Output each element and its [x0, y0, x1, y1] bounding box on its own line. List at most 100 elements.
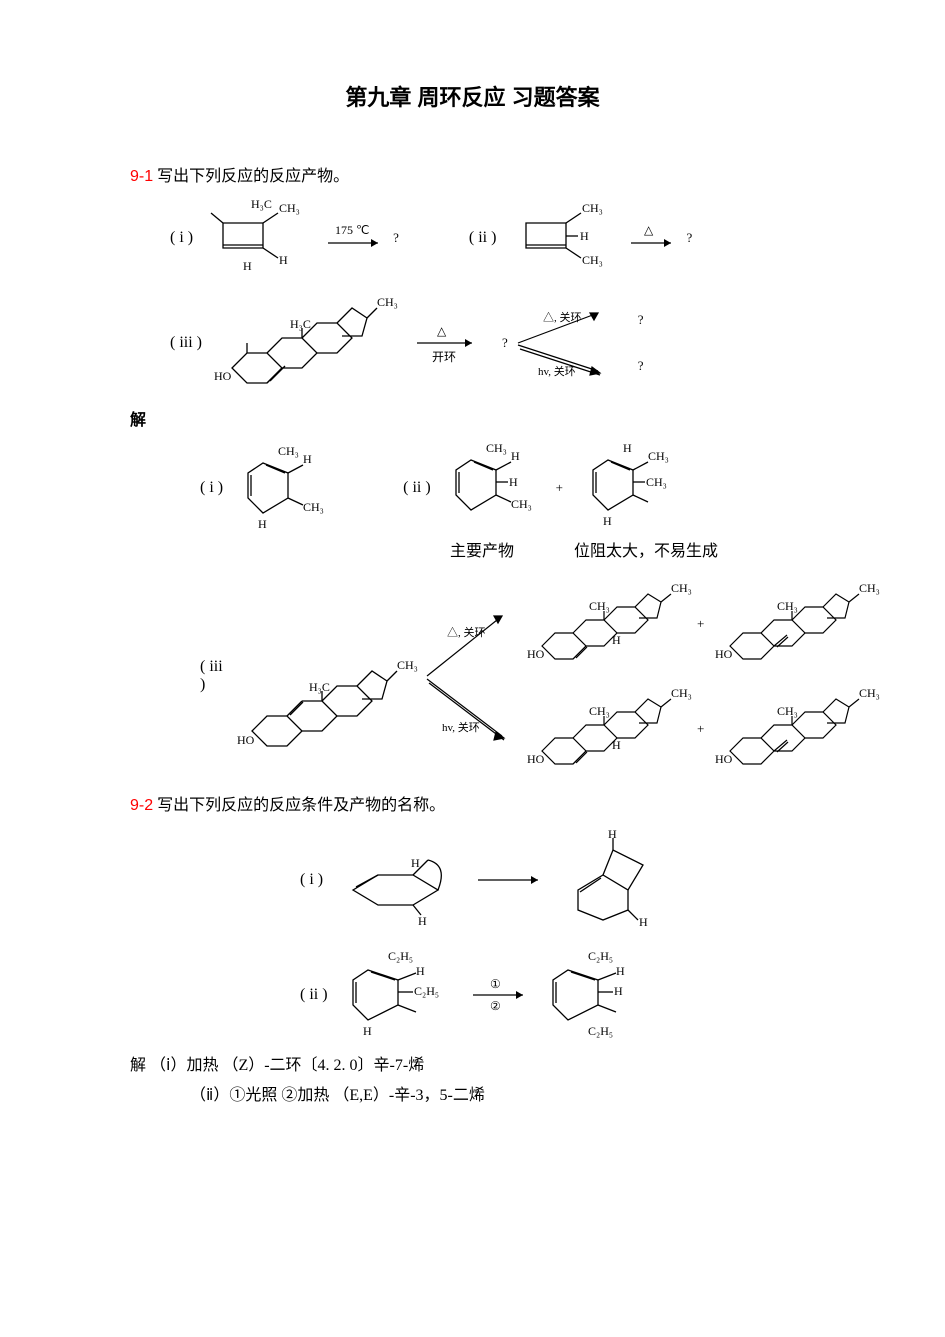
ch3-label: CH₃	[671, 686, 692, 700]
h-label: H	[614, 984, 623, 998]
h3c-label: H₃C	[251, 197, 272, 211]
h-label: H	[511, 449, 520, 463]
ho-label: HO	[715, 647, 733, 661]
ch3-label: CH₃	[589, 599, 610, 613]
q2-ii-reactant: C₂H₅ H C₂H₅ H	[338, 945, 468, 1045]
q1-number: 9-1	[130, 168, 153, 185]
ans1-iii-pathbot: hv, 关环	[442, 720, 480, 734]
q2-ii-step1: ①	[490, 977, 501, 991]
ans1-iii-roman: ( iii )	[200, 658, 227, 694]
q1-ii-arrow: △	[626, 218, 686, 258]
ch3-label: CH₃	[582, 201, 603, 215]
q1-iii-midlabel: 开环	[432, 350, 456, 364]
q1-i-arrow: 175 ℃	[323, 218, 393, 258]
h-label: H	[612, 738, 621, 752]
h-label: H	[258, 517, 267, 531]
q1-row-iii: ( iii ) HO H₃C CH₃ △ 开环 ?	[170, 288, 885, 398]
h-label: H	[639, 915, 648, 929]
ch3-label: CH₃	[278, 444, 299, 458]
ho-label: HO	[715, 752, 733, 766]
h-label: H	[363, 1024, 372, 1038]
ans1-iii-branch: △, 关环 hv, 关环	[417, 591, 527, 761]
ch3-label: CH₃	[377, 295, 398, 309]
q2-i-product: H H	[553, 830, 683, 930]
ans1-i-roman: ( i )	[200, 479, 223, 497]
q2-prompt-line: 9-2 写出下列反应的反应条件及产物的名称。	[130, 791, 885, 815]
q1-prompt-line: 9-1 写出下列反应的反应产物。	[130, 162, 885, 186]
q1-i-roman: ( i )	[170, 229, 193, 247]
ch3-label: CH₃	[589, 704, 610, 718]
q1-iii-pathbot: hv, 关环	[538, 364, 576, 378]
q1-iii-cond: △	[437, 324, 447, 338]
ans1-ii-roman: ( ii )	[403, 479, 431, 497]
plus-sign: +	[697, 616, 715, 632]
page-title: 第九章 周环反应 习题答案	[60, 80, 885, 112]
c2h5-label: C₂H₅	[388, 949, 413, 963]
ans1-ii-product-a: CH₃ H H CH₃	[441, 440, 541, 535]
q2-i-roman: ( i )	[300, 871, 323, 889]
ch3-label: CH₃	[303, 500, 324, 514]
h-label: H	[612, 633, 621, 647]
q1-iii-reactant: HO H₃C CH₃	[212, 288, 412, 398]
plus-sign: +	[556, 480, 563, 496]
ch3-label: CH₃	[777, 599, 798, 613]
h-label: H	[416, 964, 425, 978]
q2-ii-product: C₂H₅ H H C₂H₅	[538, 945, 668, 1045]
ch3-label: CH₃	[646, 475, 667, 489]
ch3-label: CH₃	[777, 704, 798, 718]
ans1-ii-product-b: H CH₃ CH₃ H	[578, 440, 678, 535]
ch3-label: CH₃	[671, 581, 692, 595]
q1-iii-q-top: ?	[638, 312, 644, 328]
ans1-iii-reactant: HO H₃C CH₃	[237, 601, 417, 781]
ans1-iii-prod-4: HO CH₃ CH₃	[715, 681, 885, 776]
ans1-ii-cap-a: 主要产物	[450, 537, 514, 561]
solve-label-1: 解	[130, 406, 885, 430]
ans1-iii-prod-3: HO CH₃ CH₃ H	[527, 681, 697, 776]
c2h5-label: C₂H₅	[588, 949, 613, 963]
q2-ii-step2: ②	[490, 999, 501, 1013]
q1-ii-reactant: CH₃ H CH₃	[506, 198, 626, 278]
q1-i-cond: 175 ℃	[335, 223, 369, 237]
c2h5-label: C₂H₅	[414, 984, 439, 998]
q1-iii-branch: △, 关环 hv, 关环	[508, 303, 638, 383]
q1-iii-q-bot: ?	[638, 358, 644, 374]
h-label: H	[603, 514, 612, 528]
h-label: H	[418, 914, 427, 928]
q2-i-arrow	[473, 865, 553, 895]
ans1-i-product: CH₃ H CH₃ H	[233, 443, 333, 533]
ans1-row-i-ii: ( i ) CH₃ H CH₃ H ( ii ) CH₃ H H CH₃ +	[170, 440, 885, 535]
ans2-line1: 解 （ⅰ）加热 （Z）-二环〔4. 2. 0〕辛-7-烯	[130, 1051, 885, 1075]
q2-ii-arrow: ① ②	[468, 970, 538, 1020]
q1-iii-arrow1: △ 开环	[412, 313, 502, 373]
plus-sign: +	[697, 721, 715, 737]
q1-i-reactant: CH₃ H₃C H H	[203, 198, 323, 278]
ho-label: HO	[214, 369, 232, 383]
q2-number: 9-2	[130, 797, 153, 814]
ans1-row-iii: ( iii ) HO H₃C CH₃ △, 关环 hv, 关环	[170, 571, 885, 781]
h-label: H	[411, 856, 420, 870]
ans1-iii-pathtop: △, 关环	[447, 625, 486, 639]
ans1-iii-prod-2: HO CH₃ CH₃	[715, 576, 885, 671]
ans1-ii-captions: 主要产物 位阻太大，不易生成	[450, 537, 885, 561]
q1-ii-roman: ( ii )	[469, 229, 497, 247]
h-label: H	[243, 259, 252, 273]
ch3-label: CH₃	[859, 686, 880, 700]
ans1-iii-prod-1: HO CH₃ CH₃ H	[527, 576, 697, 671]
q1-row-i-ii: ( i ) CH₃ H₃C H H 175 ℃ ? ( ii ) CH₃ H C…	[170, 198, 885, 278]
ho-label: HO	[527, 647, 545, 661]
h-label: H	[623, 441, 632, 455]
q1-ii-q: ?	[686, 230, 692, 246]
q1-prompt: 写出下列反应的反应产物。	[157, 168, 349, 185]
h-label: H	[303, 452, 312, 466]
h-label: H	[509, 475, 518, 489]
c2h5-label: C₂H₅	[588, 1024, 613, 1038]
ho-label: HO	[527, 752, 545, 766]
ho-label: HO	[237, 733, 255, 747]
q1-iii-pathtop: △, 关环	[543, 310, 582, 324]
ch3-label: CH₃	[486, 441, 507, 455]
ch3-label: CH₃	[582, 253, 603, 267]
h-label: H	[608, 827, 617, 841]
ch3-label: CH₃	[397, 658, 418, 672]
h-label: H	[580, 229, 589, 243]
q1-ii-cond: △	[644, 223, 654, 237]
